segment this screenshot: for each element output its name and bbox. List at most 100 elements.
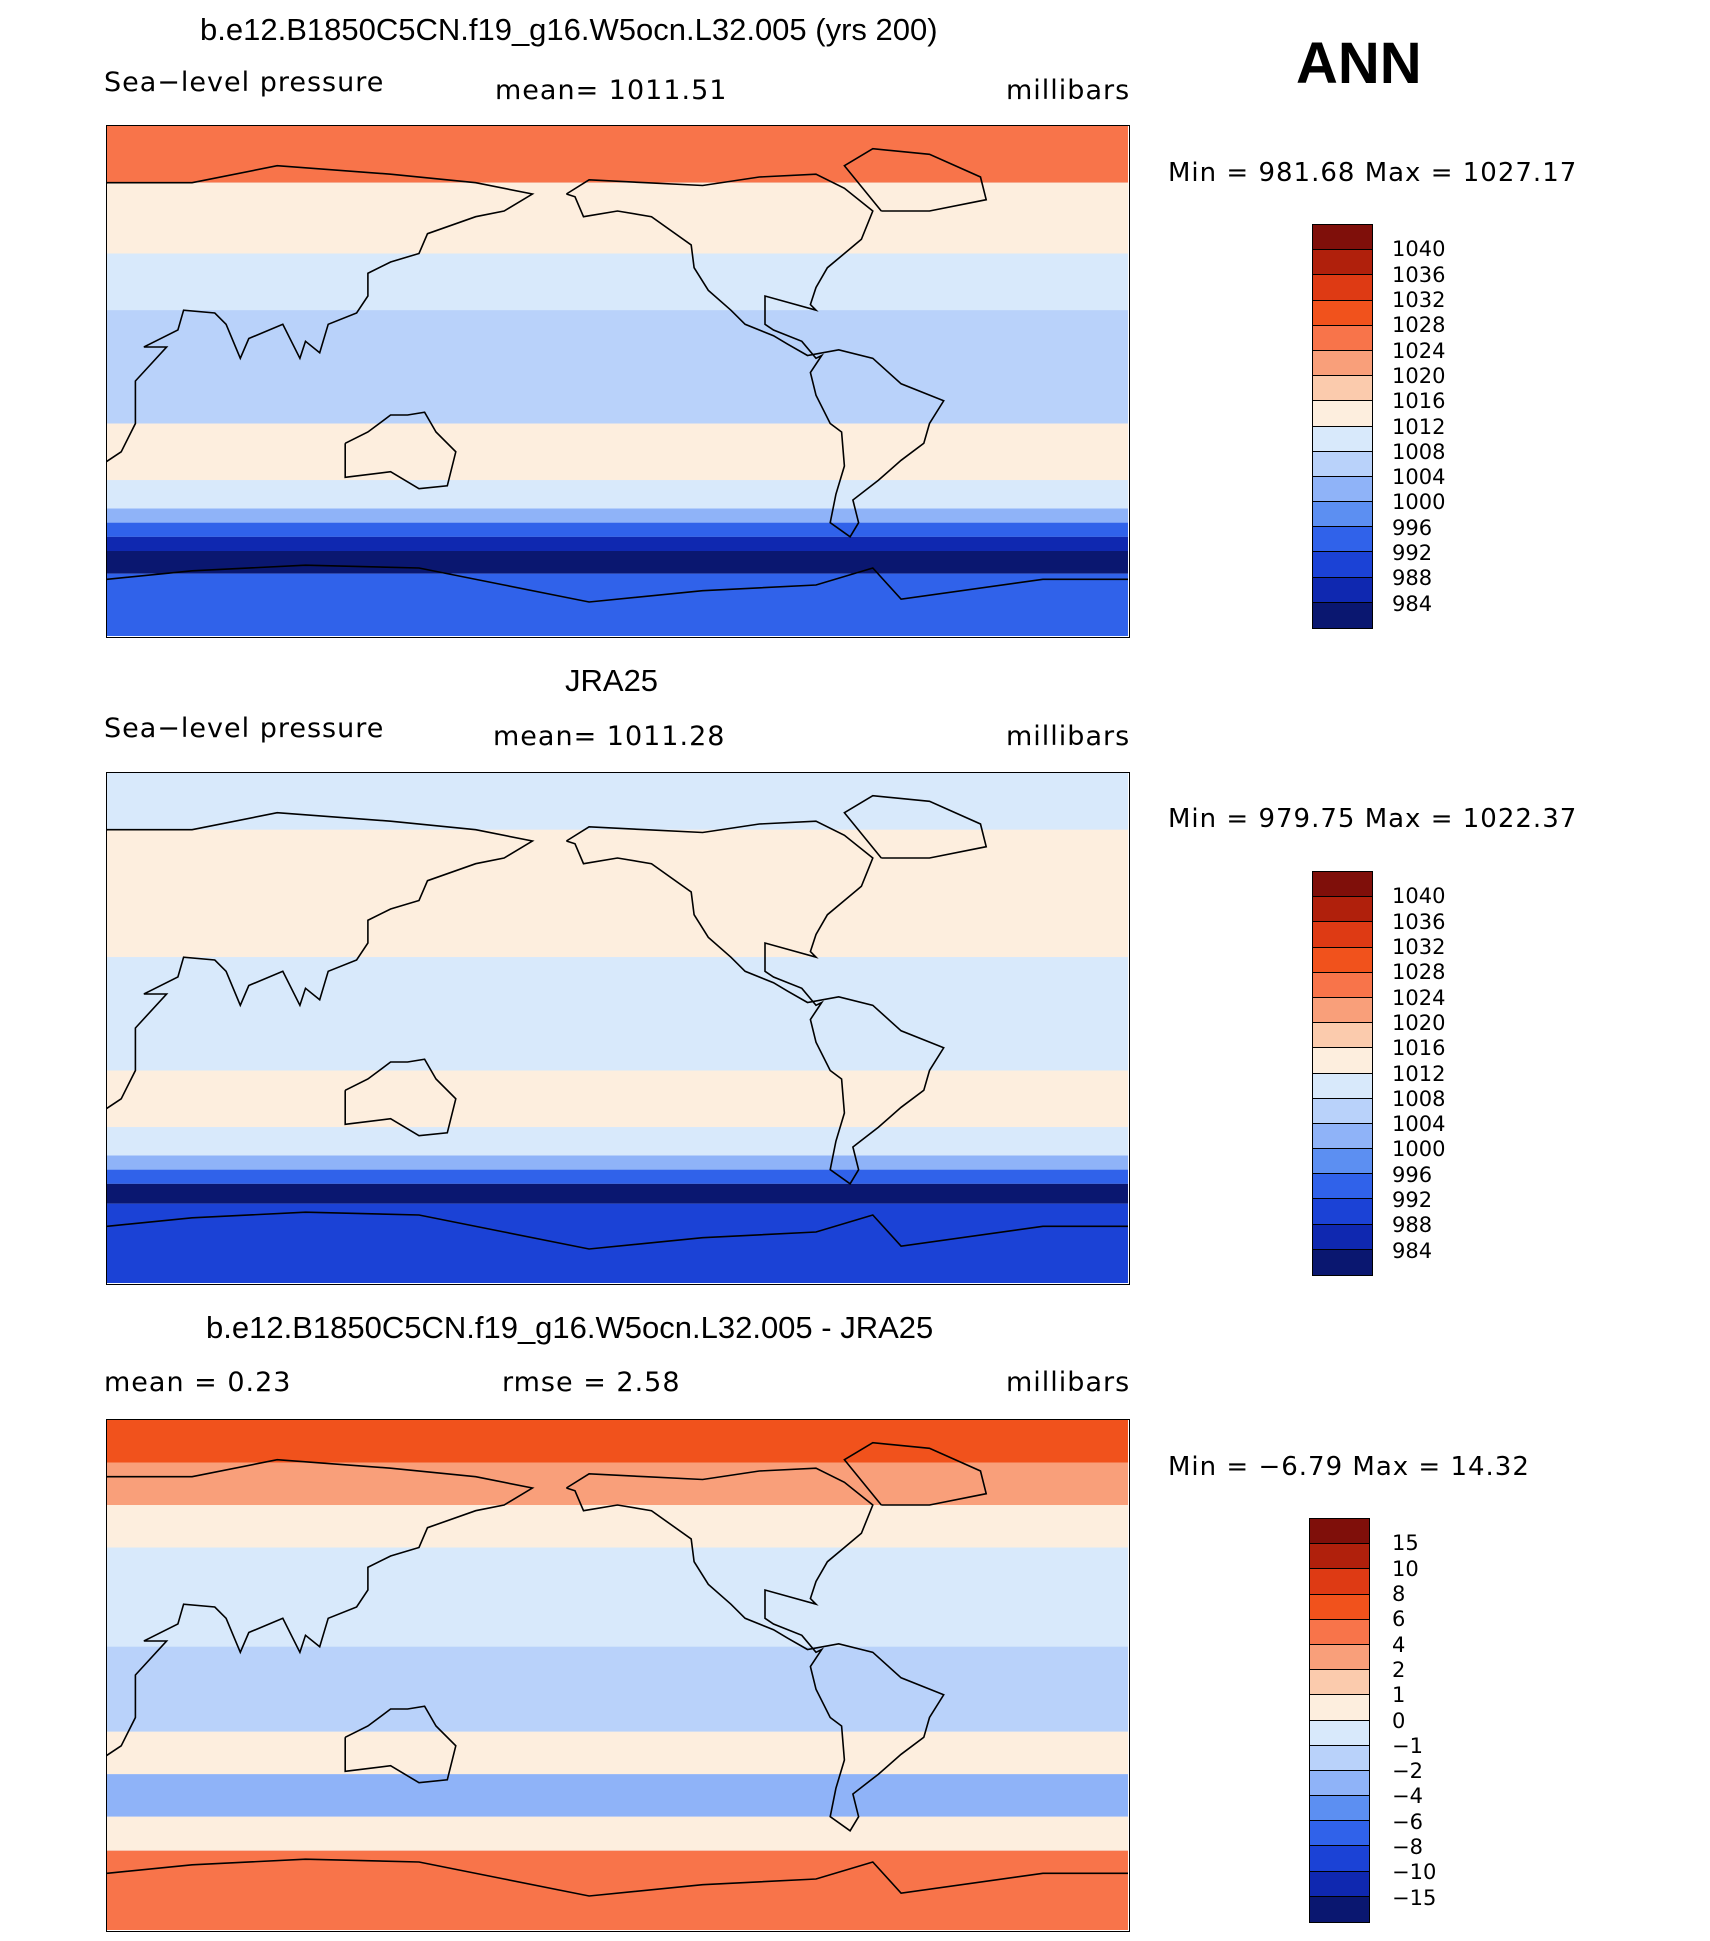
colorbar-level-label: 0: [1392, 1708, 1406, 1733]
colorbar-level-label: 1004: [1392, 1112, 1446, 1137]
colorbar-level-label: 1000: [1392, 1137, 1446, 1162]
colorbar-level-label: 1008: [1392, 439, 1446, 464]
panel-1-units-label: millibars: [1006, 75, 1131, 106]
colorbar-level-label: −4: [1392, 1784, 1423, 1809]
colorbar-level-label: 1: [1392, 1683, 1406, 1708]
contour-band: [107, 1462, 1128, 1505]
colorbar-level-label: 1016: [1392, 389, 1446, 414]
colorbar-level-label: 1004: [1392, 465, 1446, 490]
contour-band: [107, 1816, 1128, 1851]
contour-band: [107, 957, 1128, 1071]
contour-band: [107, 829, 1128, 901]
panel-2-colorbar: [1312, 871, 1373, 1276]
colorbar-box: [1313, 922, 1372, 948]
colorbar-box: [1310, 1670, 1369, 1696]
contour-band: [107, 182, 1128, 254]
panel-3-map: [106, 1419, 1130, 1932]
colorbar-box: [1313, 972, 1372, 998]
colorbar-box: [1310, 1796, 1369, 1822]
contour-band: [107, 1169, 1128, 1184]
colorbar-box: [1313, 350, 1372, 377]
panel-3-minmax: Min = −6.79 Max = 14.32: [1168, 1452, 1530, 1482]
coastline: [344, 1058, 457, 1137]
contour-band: [107, 536, 1128, 551]
panel-2-title: JRA25: [565, 663, 659, 698]
coastline: [107, 1458, 535, 1757]
colorbar-level-label: 1024: [1392, 338, 1446, 363]
colorbar-box: [1313, 300, 1372, 326]
colorbar-box: [1310, 1770, 1369, 1797]
coastline: [344, 411, 457, 490]
colorbar-box: [1313, 997, 1372, 1024]
coastline: [107, 564, 1128, 603]
panel-2-variable-label: Sea−level pressure: [104, 713, 385, 744]
colorbar-box: [1313, 1073, 1372, 1099]
colorbar-level-label: 988: [1392, 566, 1433, 591]
colorbar-level-label: 1028: [1392, 960, 1446, 985]
colorbar-box: [1313, 1174, 1372, 1200]
contour-band: [107, 1547, 1128, 1647]
contour-band: [107, 1127, 1128, 1156]
panel-1-map: [106, 125, 1130, 638]
panel-3-rmse-label: rmse = 2.58: [502, 1367, 681, 1398]
colorbar-level-label: 1036: [1392, 262, 1446, 287]
coastline: [107, 164, 535, 463]
contour-band: [107, 573, 1128, 636]
colorbar-box: [1310, 1619, 1369, 1645]
contour-band: [107, 1203, 1128, 1283]
panel-1-minmax: Min = 981.68 Max = 1027.17: [1168, 158, 1578, 188]
colorbar-level-label: 1020: [1392, 363, 1446, 388]
colorbar-box: [1310, 1871, 1369, 1897]
colorbar-box: [1310, 1519, 1369, 1545]
colorbar-level-label: 10: [1392, 1556, 1419, 1581]
colorbar-level-label: 1032: [1392, 934, 1446, 959]
colorbar-level-label: 15: [1392, 1531, 1419, 1556]
colorbar-box: [1313, 872, 1372, 898]
colorbar-level-label: 8: [1392, 1581, 1406, 1606]
contour-band: [107, 900, 1128, 958]
colorbar-level-label: 1020: [1392, 1010, 1446, 1035]
colorbar-box: [1313, 1224, 1372, 1250]
colorbar-level-label: 1012: [1392, 414, 1446, 439]
colorbar-level-label: 996: [1392, 515, 1433, 540]
colorbar-box: [1310, 1594, 1369, 1620]
colorbar-level-label: −15: [1392, 1885, 1437, 1910]
colorbar-level-label: 2: [1392, 1657, 1406, 1682]
panel-3-colorbar: [1309, 1518, 1370, 1923]
contour-band: [107, 508, 1128, 523]
coastline: [843, 794, 988, 859]
colorbar-level-label: 984: [1392, 591, 1433, 616]
colorbar-level-label: 1040: [1392, 884, 1446, 909]
contour-band: [107, 1774, 1128, 1817]
colorbar-box: [1313, 250, 1372, 276]
panel-3-title: b.e12.B1850C5CN.f19_g16.W5ocn.L32.005 - …: [206, 1310, 934, 1345]
colorbar-box: [1313, 502, 1372, 528]
map-canvas: [107, 1420, 1128, 1930]
colorbar-level-label: −2: [1392, 1759, 1423, 1784]
contour-band: [107, 1155, 1128, 1170]
contour-band: [107, 551, 1128, 574]
colorbar-box: [1313, 1123, 1372, 1150]
contour-band: [107, 253, 1128, 311]
colorbar-box: [1313, 451, 1372, 477]
colorbar-level-label: 992: [1392, 1188, 1433, 1213]
contour-band: [107, 423, 1128, 481]
colorbar-box: [1310, 1544, 1369, 1570]
contour-band: [107, 1646, 1128, 1732]
colorbar-box: [1313, 602, 1372, 628]
coastline: [107, 1858, 1128, 1897]
contour-band: [107, 480, 1128, 509]
contour-band: [107, 1731, 1128, 1775]
colorbar-level-label: 988: [1392, 1213, 1433, 1238]
colorbar-box: [1310, 1896, 1369, 1922]
colorbar-box: [1313, 376, 1372, 402]
contour-band: [107, 773, 1128, 830]
colorbar-box: [1313, 1149, 1372, 1175]
colorbar-level-label: 1000: [1392, 490, 1446, 515]
panel-3-units-label: millibars: [1006, 1367, 1131, 1398]
colorbar-box: [1310, 1695, 1369, 1721]
coastline: [565, 820, 945, 1185]
colorbar-box: [1313, 1023, 1372, 1049]
coastline: [107, 1211, 1128, 1250]
colorbar-box: [1310, 1569, 1369, 1595]
